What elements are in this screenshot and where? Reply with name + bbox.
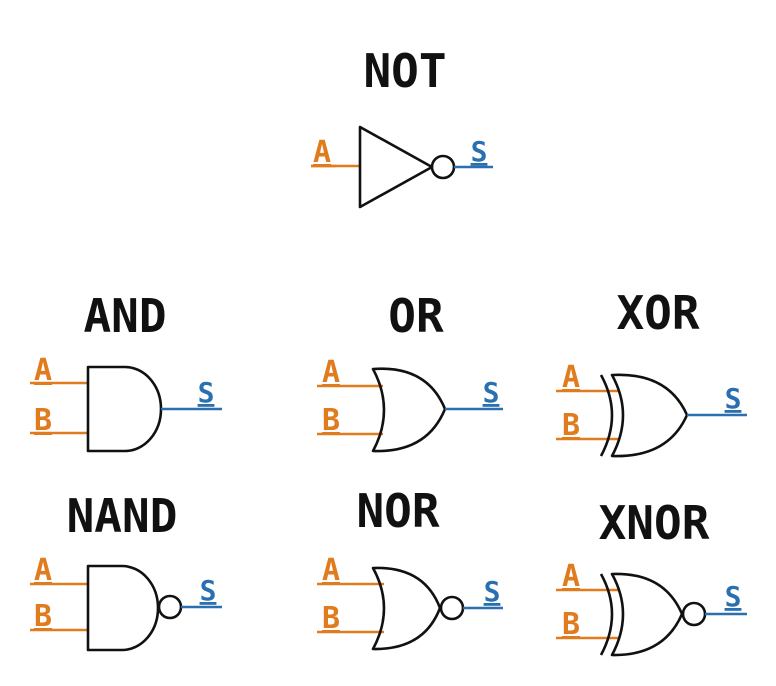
input-a-label: A [34,353,52,388]
inversion-bubble [439,595,465,621]
xor-gate: XOR A B S [556,286,747,458]
output-s-label: S [198,376,215,409]
xnor-extra-curve [599,573,614,656]
output-s-label: S [200,574,217,607]
xor-extra-curve [599,374,614,457]
xor-body [610,373,689,458]
input-b-label: B [322,403,340,438]
or-gate-title: OR [388,289,444,343]
xnor-gate-symbol: A B S [556,559,747,657]
input-a-label: A [313,135,331,170]
or-gate: OR A B S [317,289,503,453]
input-a-label: A [562,559,580,594]
input-a-label: A [34,553,52,588]
or-gate-symbol: A B S [317,355,503,453]
inversion-bubble [681,601,707,627]
output-s-label: S [725,580,742,613]
input-b-label: B [322,601,340,636]
not-gate: NOT A S [311,44,493,209]
output-s-label: S [471,135,488,168]
xnor-gate-title: XNOR [599,496,710,550]
input-b-label: B [562,607,580,642]
not-gate-title: NOT [363,44,446,98]
and-body [86,365,163,453]
nand-gate-title: NAND [67,489,178,543]
input-b-label: B [562,408,580,443]
xnor-body [610,572,684,657]
output-s-label: S [484,575,501,608]
input-a-label: A [322,553,340,588]
nand-body [86,564,160,652]
or-body [371,367,447,453]
input-a-label: A [562,360,580,395]
xor-gate-title: XOR [616,286,699,340]
not-gate-symbol: A S [311,125,493,209]
and-gate: AND A B S [30,289,222,453]
inversion-bubble [157,594,183,620]
input-b-label: B [34,599,52,634]
xor-gate-symbol: A B S [556,360,747,458]
inversion-bubble [430,154,456,180]
nand-gate-symbol: A B S [30,553,222,652]
xnor-gate: XNOR A B S [556,496,747,657]
output-s-label: S [483,376,500,409]
nor-body [371,566,442,651]
not-triangle [358,125,434,209]
input-b-label: B [34,403,52,438]
input-a-label: A [322,355,340,390]
nor-gate-symbol: A B S [317,553,503,651]
and-gate-title: AND [83,289,166,343]
nor-gate: NOR A B S [317,484,503,651]
nor-gate-title: NOR [356,484,439,538]
output-s-label: S [725,382,742,415]
nand-gate: NAND A B S [30,489,222,652]
and-gate-symbol: A B S [30,353,222,453]
